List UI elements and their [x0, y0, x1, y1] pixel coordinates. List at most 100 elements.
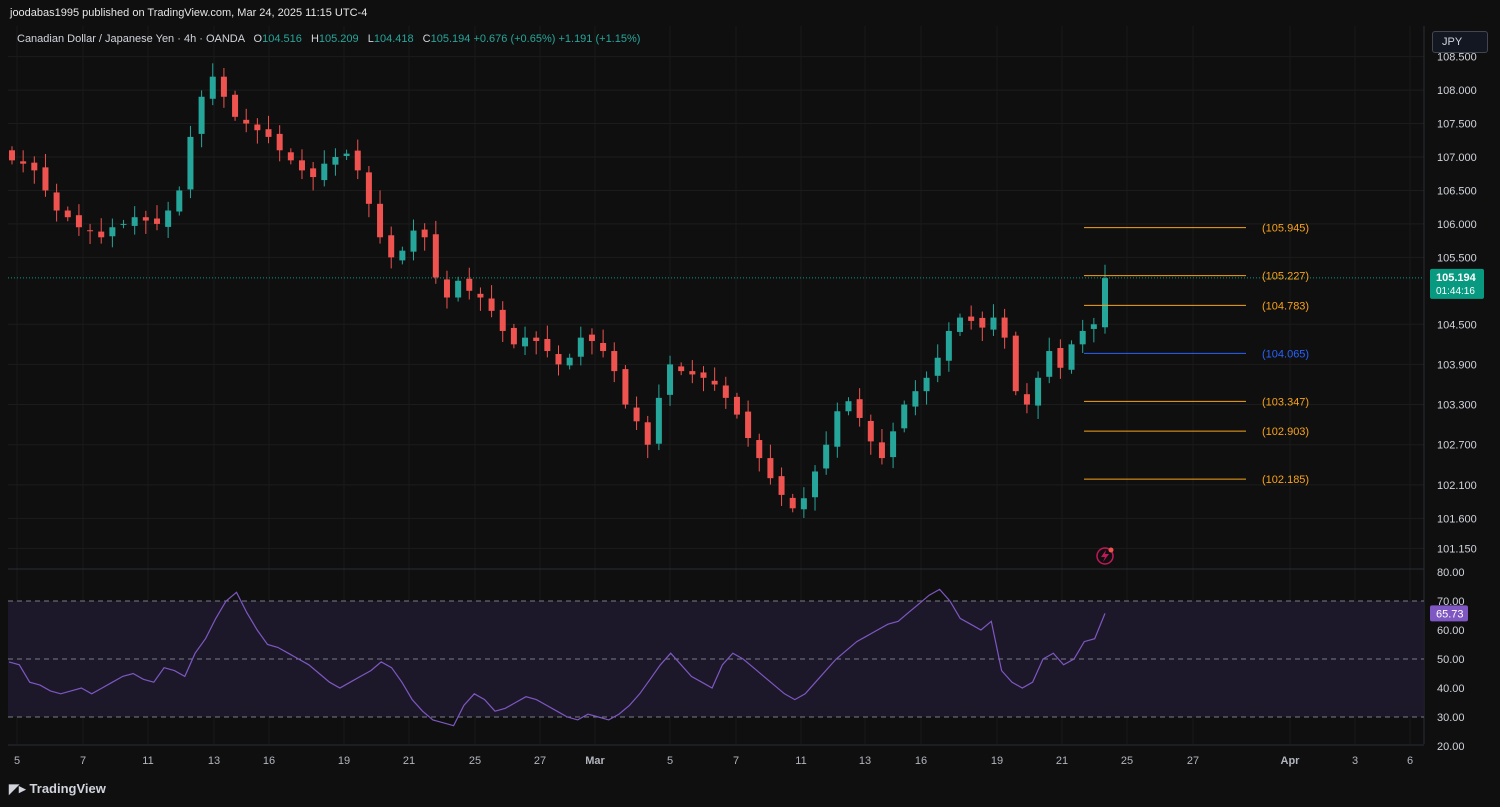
candle-body — [410, 230, 417, 252]
price-tick-label: 101.150 — [1437, 543, 1477, 555]
candle-body — [42, 167, 49, 191]
candle-body — [131, 217, 138, 226]
candle-body — [1001, 317, 1008, 338]
footer-bar — [0, 775, 1500, 807]
candle-body — [566, 357, 573, 366]
candle-body — [165, 210, 172, 227]
candle-body — [1023, 394, 1030, 405]
candle-body — [745, 411, 752, 439]
candle-body — [990, 317, 997, 330]
candle-body — [354, 150, 361, 171]
fib-level-label: (104.783) — [1262, 300, 1309, 312]
candle-body — [767, 458, 774, 479]
candle-body — [689, 371, 696, 375]
candle-body — [1046, 351, 1053, 377]
candle-body — [1012, 335, 1019, 392]
rsi-band — [8, 601, 1424, 717]
candles — [9, 63, 1108, 518]
fib-levels: (105.945) (105.227) (104.783) (104.065) (103… — [1084, 223, 1309, 486]
candle-body — [957, 317, 964, 332]
candle-body — [64, 210, 71, 218]
rsi-tick-label: 50.00 — [1437, 654, 1465, 666]
candle-body — [544, 338, 551, 352]
candle-body — [890, 431, 897, 458]
candle-body — [733, 396, 740, 415]
candle-body — [187, 136, 194, 190]
candle-body — [287, 152, 294, 161]
candle-body — [945, 330, 952, 361]
open-label: O — [253, 33, 263, 45]
candle-body — [1035, 377, 1042, 406]
x-tick-label: 19 — [338, 755, 350, 767]
x-tick-label: 19 — [991, 755, 1003, 767]
candle-body — [878, 442, 885, 459]
candle-body — [633, 407, 640, 422]
candle-body — [365, 172, 372, 204]
price-tick-label: 107.000 — [1437, 152, 1477, 164]
candle-body — [321, 163, 328, 181]
x-tick-label: 7 — [80, 755, 86, 767]
x-tick-label: 11 — [142, 755, 153, 767]
low-value: 104.418 — [373, 33, 414, 45]
tradingview-logo[interactable]: ◤▸ TradingView — [9, 781, 106, 797]
candle-body — [20, 161, 27, 164]
candle-body — [901, 404, 908, 429]
x-tick-label: 21 — [403, 755, 415, 767]
x-tick-label: 25 — [469, 755, 481, 767]
price-tick-label: 102.700 — [1437, 440, 1477, 452]
candle-body — [142, 217, 149, 221]
lightning-icon-dot — [1108, 547, 1114, 553]
candle-body — [1090, 324, 1097, 329]
x-tick-label: 16 — [263, 755, 275, 767]
candle-body — [1057, 348, 1064, 368]
candle-body — [209, 76, 216, 99]
candle-body — [979, 317, 986, 328]
x-tick-label: 11 — [795, 755, 806, 767]
x-tick-label: 25 — [1121, 755, 1133, 767]
candle-body — [377, 203, 384, 238]
x-tick-label: 5 — [667, 755, 673, 767]
publisher-bar: joodabas1995 published on TradingView.co… — [0, 0, 1500, 26]
candle-body — [109, 227, 116, 237]
candle-body — [443, 279, 450, 298]
rsi-tick-label: 40.00 — [1437, 683, 1465, 695]
close-value: 105.194 — [430, 33, 471, 45]
candle-body — [477, 293, 484, 298]
change-value: +0.676 (+0.65%) — [473, 33, 556, 45]
candle-body — [455, 280, 462, 298]
countdown-label: 01:44:16 — [1436, 286, 1475, 297]
currency-button[interactable]: JPY — [1432, 31, 1488, 53]
candle-body — [856, 399, 863, 418]
price-tick-label: 106.000 — [1437, 219, 1477, 231]
price-tick-label: 103.900 — [1437, 359, 1477, 371]
rsi-value-badge — [1430, 605, 1468, 622]
close-label: C — [422, 33, 431, 45]
price-tick-label: 108.000 — [1437, 85, 1477, 97]
x-tick-label: 13 — [859, 755, 871, 767]
candle-body — [823, 444, 830, 469]
price-tick-label: 106.500 — [1437, 185, 1477, 197]
candle-body — [399, 250, 406, 261]
candle-body — [176, 190, 183, 212]
symbol-name: Canadian Dollar / Japanese Yen · 4h · OA… — [17, 33, 245, 45]
candle-body — [432, 234, 439, 278]
candle-body — [332, 156, 339, 165]
rsi-tick-label: 70.00 — [1437, 596, 1465, 608]
candle-body — [343, 153, 350, 156]
candle-body — [265, 129, 272, 137]
candle-body — [488, 298, 495, 311]
x-tick-label: 27 — [534, 755, 546, 767]
price-tick-label: 103.300 — [1437, 400, 1477, 412]
x-tick-label: 5 — [14, 755, 20, 767]
candle-body — [153, 218, 160, 224]
high-value: 105.209 — [318, 33, 359, 45]
fib-level-label: (102.185) — [1262, 474, 1309, 486]
candle-body — [310, 168, 317, 178]
candle-body — [243, 119, 250, 124]
fib-level-label: (102.903) — [1262, 426, 1309, 438]
rsi-tick-label: 30.00 — [1437, 712, 1465, 724]
fib-level-label: (103.347) — [1262, 396, 1309, 408]
candle-body — [968, 316, 975, 321]
candle-body — [912, 391, 919, 407]
